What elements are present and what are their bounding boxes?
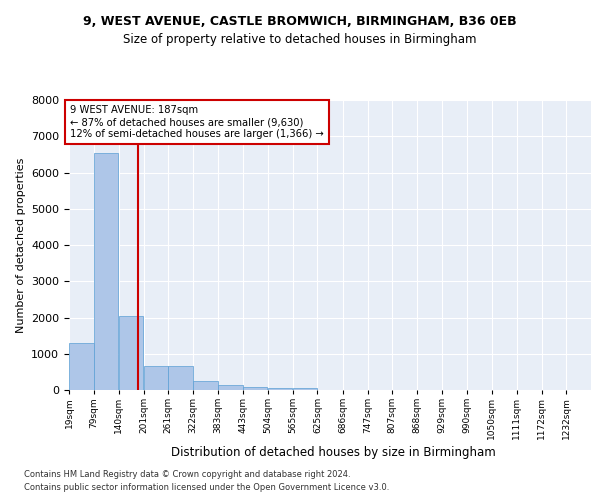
Text: Contains HM Land Registry data © Crown copyright and database right 2024.: Contains HM Land Registry data © Crown c… [24, 470, 350, 479]
Bar [193, 381, 218, 390]
Bar [218, 386, 243, 390]
Bar [168, 366, 193, 390]
Text: Distribution of detached houses by size in Birmingham: Distribution of detached houses by size … [170, 446, 496, 459]
Text: Contains public sector information licensed under the Open Government Licence v3: Contains public sector information licen… [24, 484, 389, 492]
Bar [119, 316, 143, 390]
Bar [69, 342, 94, 390]
Bar [143, 366, 168, 390]
Text: Size of property relative to detached houses in Birmingham: Size of property relative to detached ho… [123, 32, 477, 46]
Text: 9, WEST AVENUE, CASTLE BROMWICH, BIRMINGHAM, B36 0EB: 9, WEST AVENUE, CASTLE BROMWICH, BIRMING… [83, 15, 517, 28]
Bar [243, 386, 268, 390]
Y-axis label: Number of detached properties: Number of detached properties [16, 158, 26, 332]
Bar [94, 152, 118, 390]
Bar [293, 388, 317, 390]
Text: 9 WEST AVENUE: 187sqm
← 87% of detached houses are smaller (9,630)
12% of semi-d: 9 WEST AVENUE: 187sqm ← 87% of detached … [70, 106, 323, 138]
Bar [268, 388, 292, 390]
